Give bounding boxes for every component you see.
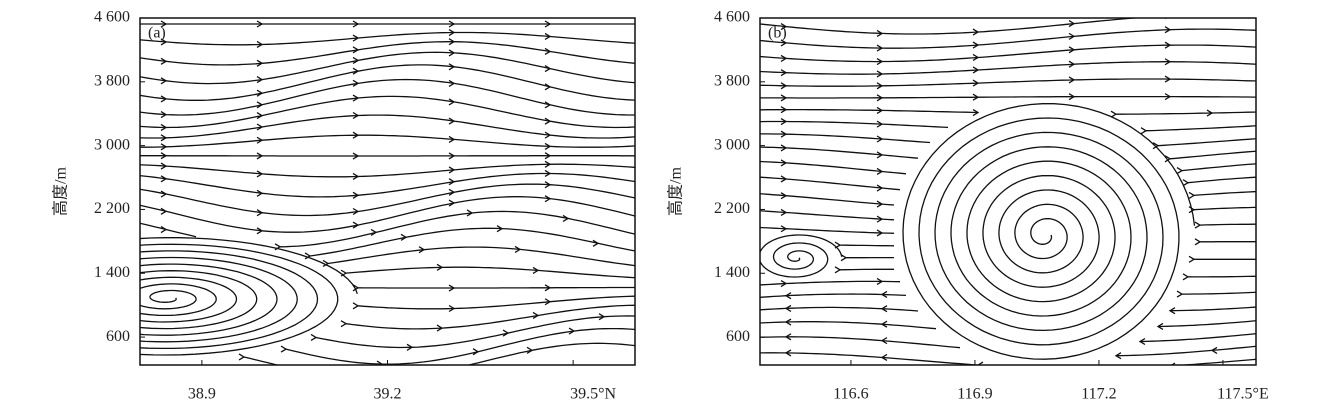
arrow-head [1188, 255, 1196, 263]
streamline [760, 321, 1256, 343]
streamline [285, 327, 635, 365]
streamline [760, 120, 1256, 132]
y-tick-label: 1 400 [94, 264, 130, 281]
streamline [140, 64, 635, 101]
streamline [760, 61, 1256, 75]
x-tick-label: 39.2 [374, 386, 402, 403]
panel-label: (a) [148, 25, 166, 42]
streamline [760, 306, 1256, 328]
y-axis-label: 高度/m [667, 167, 685, 216]
arrow-head [1140, 127, 1148, 135]
streamline [760, 190, 1256, 206]
arrow-head [1182, 273, 1190, 281]
streamline [140, 183, 635, 217]
y-tick-label: 600 [106, 328, 130, 345]
arrow-head [431, 369, 436, 375]
streamline [760, 133, 1256, 147]
streamline [140, 210, 635, 248]
streamline [140, 78, 635, 116]
vortex [140, 237, 358, 356]
arrow-head [1188, 191, 1196, 199]
streamline [140, 31, 635, 46]
y-tick-label: 1 400 [714, 264, 750, 281]
plot-area [140, 20, 635, 380]
streamline [760, 223, 1256, 234]
y-tick-label: 3 000 [94, 136, 130, 153]
arrow-head [280, 345, 288, 353]
vortex [760, 234, 843, 278]
panel-label: (b) [768, 25, 787, 42]
streamline [760, 336, 1256, 357]
x-tick-label: 117.2 [1081, 386, 1116, 403]
streamline [760, 160, 1256, 175]
streamline [140, 134, 635, 148]
arrow-head [1194, 221, 1202, 229]
streamline [140, 114, 635, 139]
x-tick-label: 38.9 [188, 386, 216, 403]
streamline [309, 227, 635, 257]
streamline [760, 108, 1256, 115]
streamline [760, 146, 1256, 160]
arrow-head [1138, 337, 1146, 346]
arrow-head [352, 302, 360, 310]
streamline [760, 44, 1256, 63]
streamline [140, 163, 635, 178]
y-axis-label: 高度/m [52, 167, 70, 216]
arrow-head [310, 333, 318, 342]
arrow-head [335, 374, 340, 380]
streamline [846, 256, 1256, 260]
streamline [760, 28, 1256, 49]
streamline [243, 342, 635, 365]
streamline [839, 241, 1256, 247]
streamline [327, 246, 635, 267]
vortex [902, 103, 1196, 360]
y-tick-label: 4 600 [94, 9, 130, 26]
y-tick-label: 600 [726, 328, 750, 345]
plot-area [760, 18, 1256, 372]
streamline [760, 280, 1256, 295]
streamline [140, 172, 635, 198]
streamline [140, 41, 635, 66]
y-tick-label: 2 200 [714, 200, 750, 217]
plot-frame [759, 17, 1257, 366]
streamline [345, 266, 635, 279]
streamline [760, 95, 1256, 99]
arrow-head [1114, 352, 1122, 360]
x-tick-label: 117.5°E [1217, 386, 1269, 403]
arrow-head [340, 320, 348, 328]
x-tick-label: 39.5°N [570, 386, 616, 403]
arrow-head [976, 361, 984, 365]
y-tick-label: 3 800 [714, 72, 750, 89]
streamline [357, 295, 635, 310]
arrow-head [834, 266, 842, 274]
arrow-head [1170, 362, 1176, 365]
streamline [760, 206, 1256, 221]
x-tick-label: 116.6 [833, 386, 868, 403]
y-tick-label: 2 200 [94, 200, 130, 217]
arrow-head [1176, 167, 1184, 175]
y-tick-label: 4 600 [714, 9, 750, 26]
x-tick-label: 116.9 [957, 386, 992, 403]
arrow-head [1194, 238, 1202, 246]
arrow-head [238, 353, 246, 361]
streamline [760, 18, 1142, 35]
streamline [760, 78, 1256, 87]
streamline [760, 293, 1256, 312]
streamline [140, 51, 635, 85]
streamline [140, 196, 635, 233]
streamline [315, 315, 635, 349]
streamline [357, 286, 635, 289]
arrow-head [1176, 290, 1184, 298]
streamline [839, 268, 1256, 278]
arrow-head [972, 108, 980, 117]
streamline [140, 95, 635, 129]
streamline [760, 176, 1256, 191]
streamline [345, 304, 635, 330]
arrow-head [1074, 366, 1079, 372]
y-tick-label: 3 800 [94, 72, 130, 89]
y-tick-label: 3 000 [714, 136, 750, 153]
